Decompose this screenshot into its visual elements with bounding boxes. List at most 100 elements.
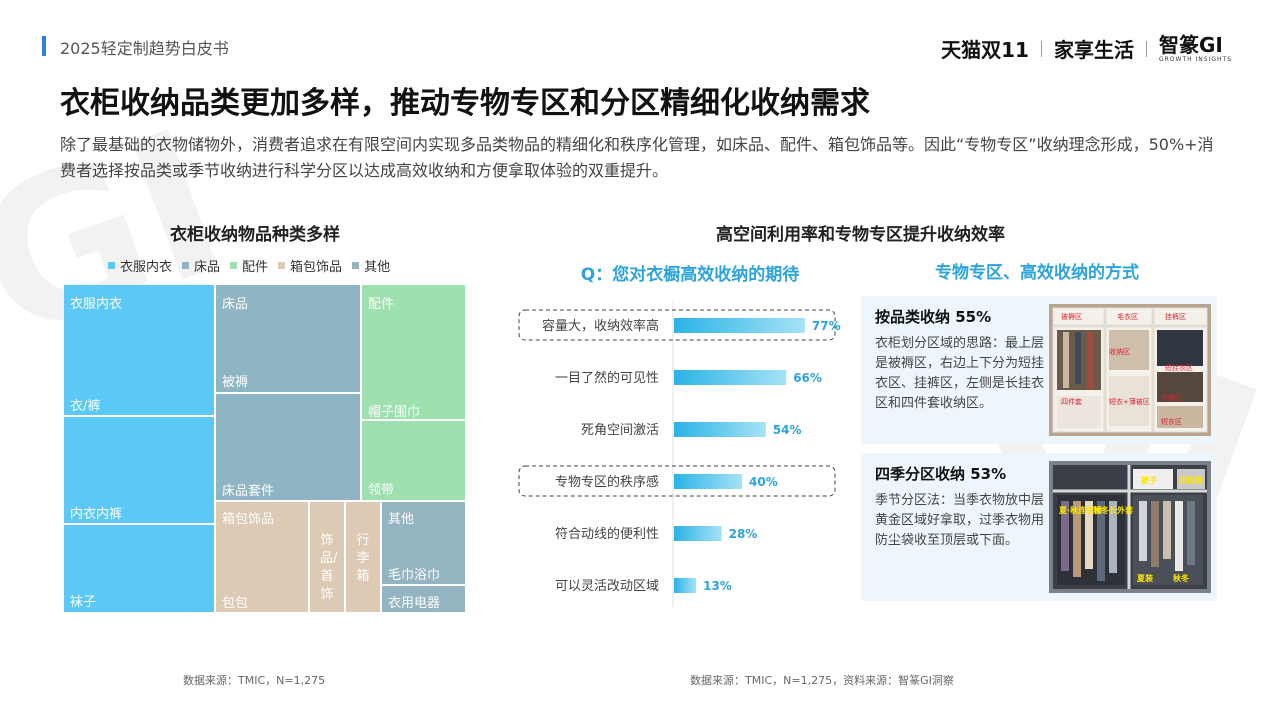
treemap-label: 袜子 [70, 595, 97, 610]
photo-label: 短衣+薄被区 [1109, 397, 1150, 406]
treemap-legend: 衣服内衣 床品 配件 箱包饰品 其他 [108, 256, 390, 275]
treemap-cell: 袜子 [64, 525, 214, 612]
legend-item: 其他 [352, 256, 390, 275]
bar [674, 422, 766, 437]
legend-item: 箱包饰品 [278, 256, 342, 275]
treemap-label: 衣/裤 [70, 399, 101, 414]
legend-label: 床品 [194, 260, 221, 275]
treemap-label: 饰品/首饰 [320, 533, 338, 602]
header-accent-bar [42, 36, 46, 56]
treemap-title: 衣柜收纳物品种类多样 [170, 225, 340, 245]
photo-label: 短挂衣区 [1165, 363, 1193, 372]
right-section-title: 高空间利用率和专物专区提升收纳效率 [716, 225, 1005, 245]
legend-label: 箱包饰品 [290, 260, 343, 275]
highlight-box [518, 465, 836, 497]
card-title: 按品类收纳 55% [875, 308, 992, 326]
bar-category-label: 专物专区的秩序感 [555, 474, 659, 490]
photo-label: 毛衣区 [1117, 312, 1138, 321]
bar-category-label: 符合动线的便利性 [555, 526, 659, 542]
legend-item: 衣服内衣 [108, 256, 172, 275]
treemap-cell: 行李箱 [346, 502, 380, 612]
bar [674, 318, 805, 333]
home-logo: 家享生活 [1053, 38, 1134, 62]
treemap-label: 内衣内裤 [70, 507, 123, 522]
treemap-label: 行李箱 [356, 533, 370, 584]
treemap-cell: 内衣内裤 [64, 417, 214, 523]
bar [674, 474, 742, 489]
bar-value-label: 54% [773, 423, 802, 437]
legend-swatch [352, 262, 360, 269]
legend-swatch [108, 262, 115, 269]
tmall-logo: 天猫双11 [941, 38, 1029, 62]
wardrobe-photo-category: 被褥区 毛衣区 挂裤区短挂衣区 收纳区四件套 短衣+薄被区 衣服区短衣区 [1049, 304, 1211, 436]
photo-label: 秋冬长外套 [1092, 505, 1134, 515]
legend-swatch [182, 262, 190, 269]
bar [674, 526, 722, 541]
category-storage-card: 按品类收纳 55% 衣柜划分区域的思路：最上层是被褥区，右边上下分为短挂衣区、挂… [861, 296, 1217, 444]
treemap-label: 领带 [368, 483, 395, 498]
treemap-label: 被褥 [222, 375, 249, 390]
photo-label: 衣服区 [1161, 393, 1182, 402]
treemap-label: 毛巾浴巾 [388, 568, 441, 583]
bar-category-label: 可以灵活改动区域 [555, 579, 659, 594]
treemap-label: 箱包饰品 [222, 512, 275, 527]
treemap-cell: 床品 被褥 [216, 285, 360, 392]
brand-divider [1145, 40, 1147, 57]
treemap-cell: 衣服内衣衣/裤 [64, 285, 214, 415]
card-text: 衣柜划分区域的思路：最上层是被褥区，右边上下分为短挂衣区、挂裤区，左侧是长挂衣区… [875, 336, 1045, 411]
photo-label: 收纳区 [1109, 347, 1130, 356]
treemap-cell: 床品套件 [216, 394, 360, 500]
photo-label: 挂裤区 [1165, 312, 1186, 321]
treemap-cell: 饰品/首饰 [310, 502, 344, 612]
treemap-label: 衣用电器 [388, 596, 441, 611]
bar-value-label: 40% [749, 475, 778, 489]
page-title: 衣柜收纳品类更加多样，推动专物专区和分区精细化收纳需求 [60, 86, 870, 121]
bar-chart-question: Q：您对衣橱高效收纳的期待 [580, 265, 800, 285]
treemap-cell: 其他 毛巾浴巾 [382, 502, 465, 584]
photo-label: 短衣区 [1161, 417, 1182, 426]
gi-logo: 智篆GI GROWTH INSIGHTS [1158, 33, 1232, 63]
legend-swatch [278, 262, 286, 269]
bar [674, 578, 697, 593]
highlight-box [518, 309, 836, 341]
photo-label: 四件套 [1179, 475, 1204, 485]
bar-value-label: 13% [703, 579, 732, 593]
bar-category-label: 一目了然的可见性 [555, 370, 659, 386]
page-description: 除了最基础的衣物储物外，消费者追求在有限空间内实现多品类物品的精细化和秩序化管理… [60, 135, 1214, 180]
right-source-note: 数据来源：TMIC，N=1,275，资料来源：智篆GI洞察 [690, 674, 954, 687]
bar [674, 370, 787, 385]
brand-divider [1040, 40, 1042, 57]
treemap-label: 帽子围巾 [368, 405, 421, 420]
treemap-cell: 配件 帽子围巾 [362, 285, 465, 420]
wardrobe-photo-season: 被子 四件套 夏·秋连衣裙 秋冬长外套 夏装 秋冬 [1049, 461, 1211, 593]
method-title: 专物专区、高效收纳的方式 [935, 263, 1139, 283]
photo-label: 四件套 [1061, 397, 1082, 406]
photo-label: 被子 [1141, 475, 1157, 485]
brand-logos: 天猫双11 家享生活 智篆GI GROWTH INSIGHTS [941, 34, 1232, 63]
photo-label: 被褥区 [1061, 312, 1082, 321]
report-title: 2025轻定制趋势白皮书 [60, 39, 229, 58]
treemap-chart: 衣服内衣 衣/裤 内衣内裤 袜子 床品 被褥 床品套件 配件 帽子围巾 领带 箱包饰品 包包 饰品/首饰… [64, 285, 465, 612]
photo-label: 秋冬 [1172, 573, 1189, 583]
photo-label: 夏·秋连衣裙 [1058, 505, 1102, 515]
legend-item: 配件 [230, 256, 268, 275]
treemap-cell: 箱包饰品 包包 [216, 502, 308, 612]
treemap-label: 床品 [222, 297, 249, 312]
legend-label: 其他 [364, 260, 391, 275]
bar-category-label: 死角空间激活 [581, 423, 659, 438]
treemap-label: 其他 [388, 512, 415, 527]
card-title: 四季分区收纳 53% [875, 465, 1007, 483]
bar-value-label: 77% [812, 319, 841, 333]
treemap-label: 衣服内衣 [70, 297, 123, 312]
card-text: 季节分区法：当季衣物放中层黄金区域好拿取，过季衣物用防尘袋收至顶层或下面。 [875, 493, 1045, 548]
legend-label: 衣服内衣 [120, 260, 173, 275]
bar-category-label: 容量大，收纳效率高 [542, 318, 659, 334]
treemap-label: 包包 [222, 596, 249, 611]
treemap-label: 床品套件 [222, 484, 275, 499]
legend-swatch [230, 262, 238, 269]
legend-label: 配件 [242, 260, 269, 275]
treemap-label: 配件 [368, 297, 395, 312]
bar-value-label: 28% [729, 527, 758, 541]
treemap-cell: 衣用电器 [382, 586, 465, 612]
bar-value-label: 66% [793, 371, 822, 385]
